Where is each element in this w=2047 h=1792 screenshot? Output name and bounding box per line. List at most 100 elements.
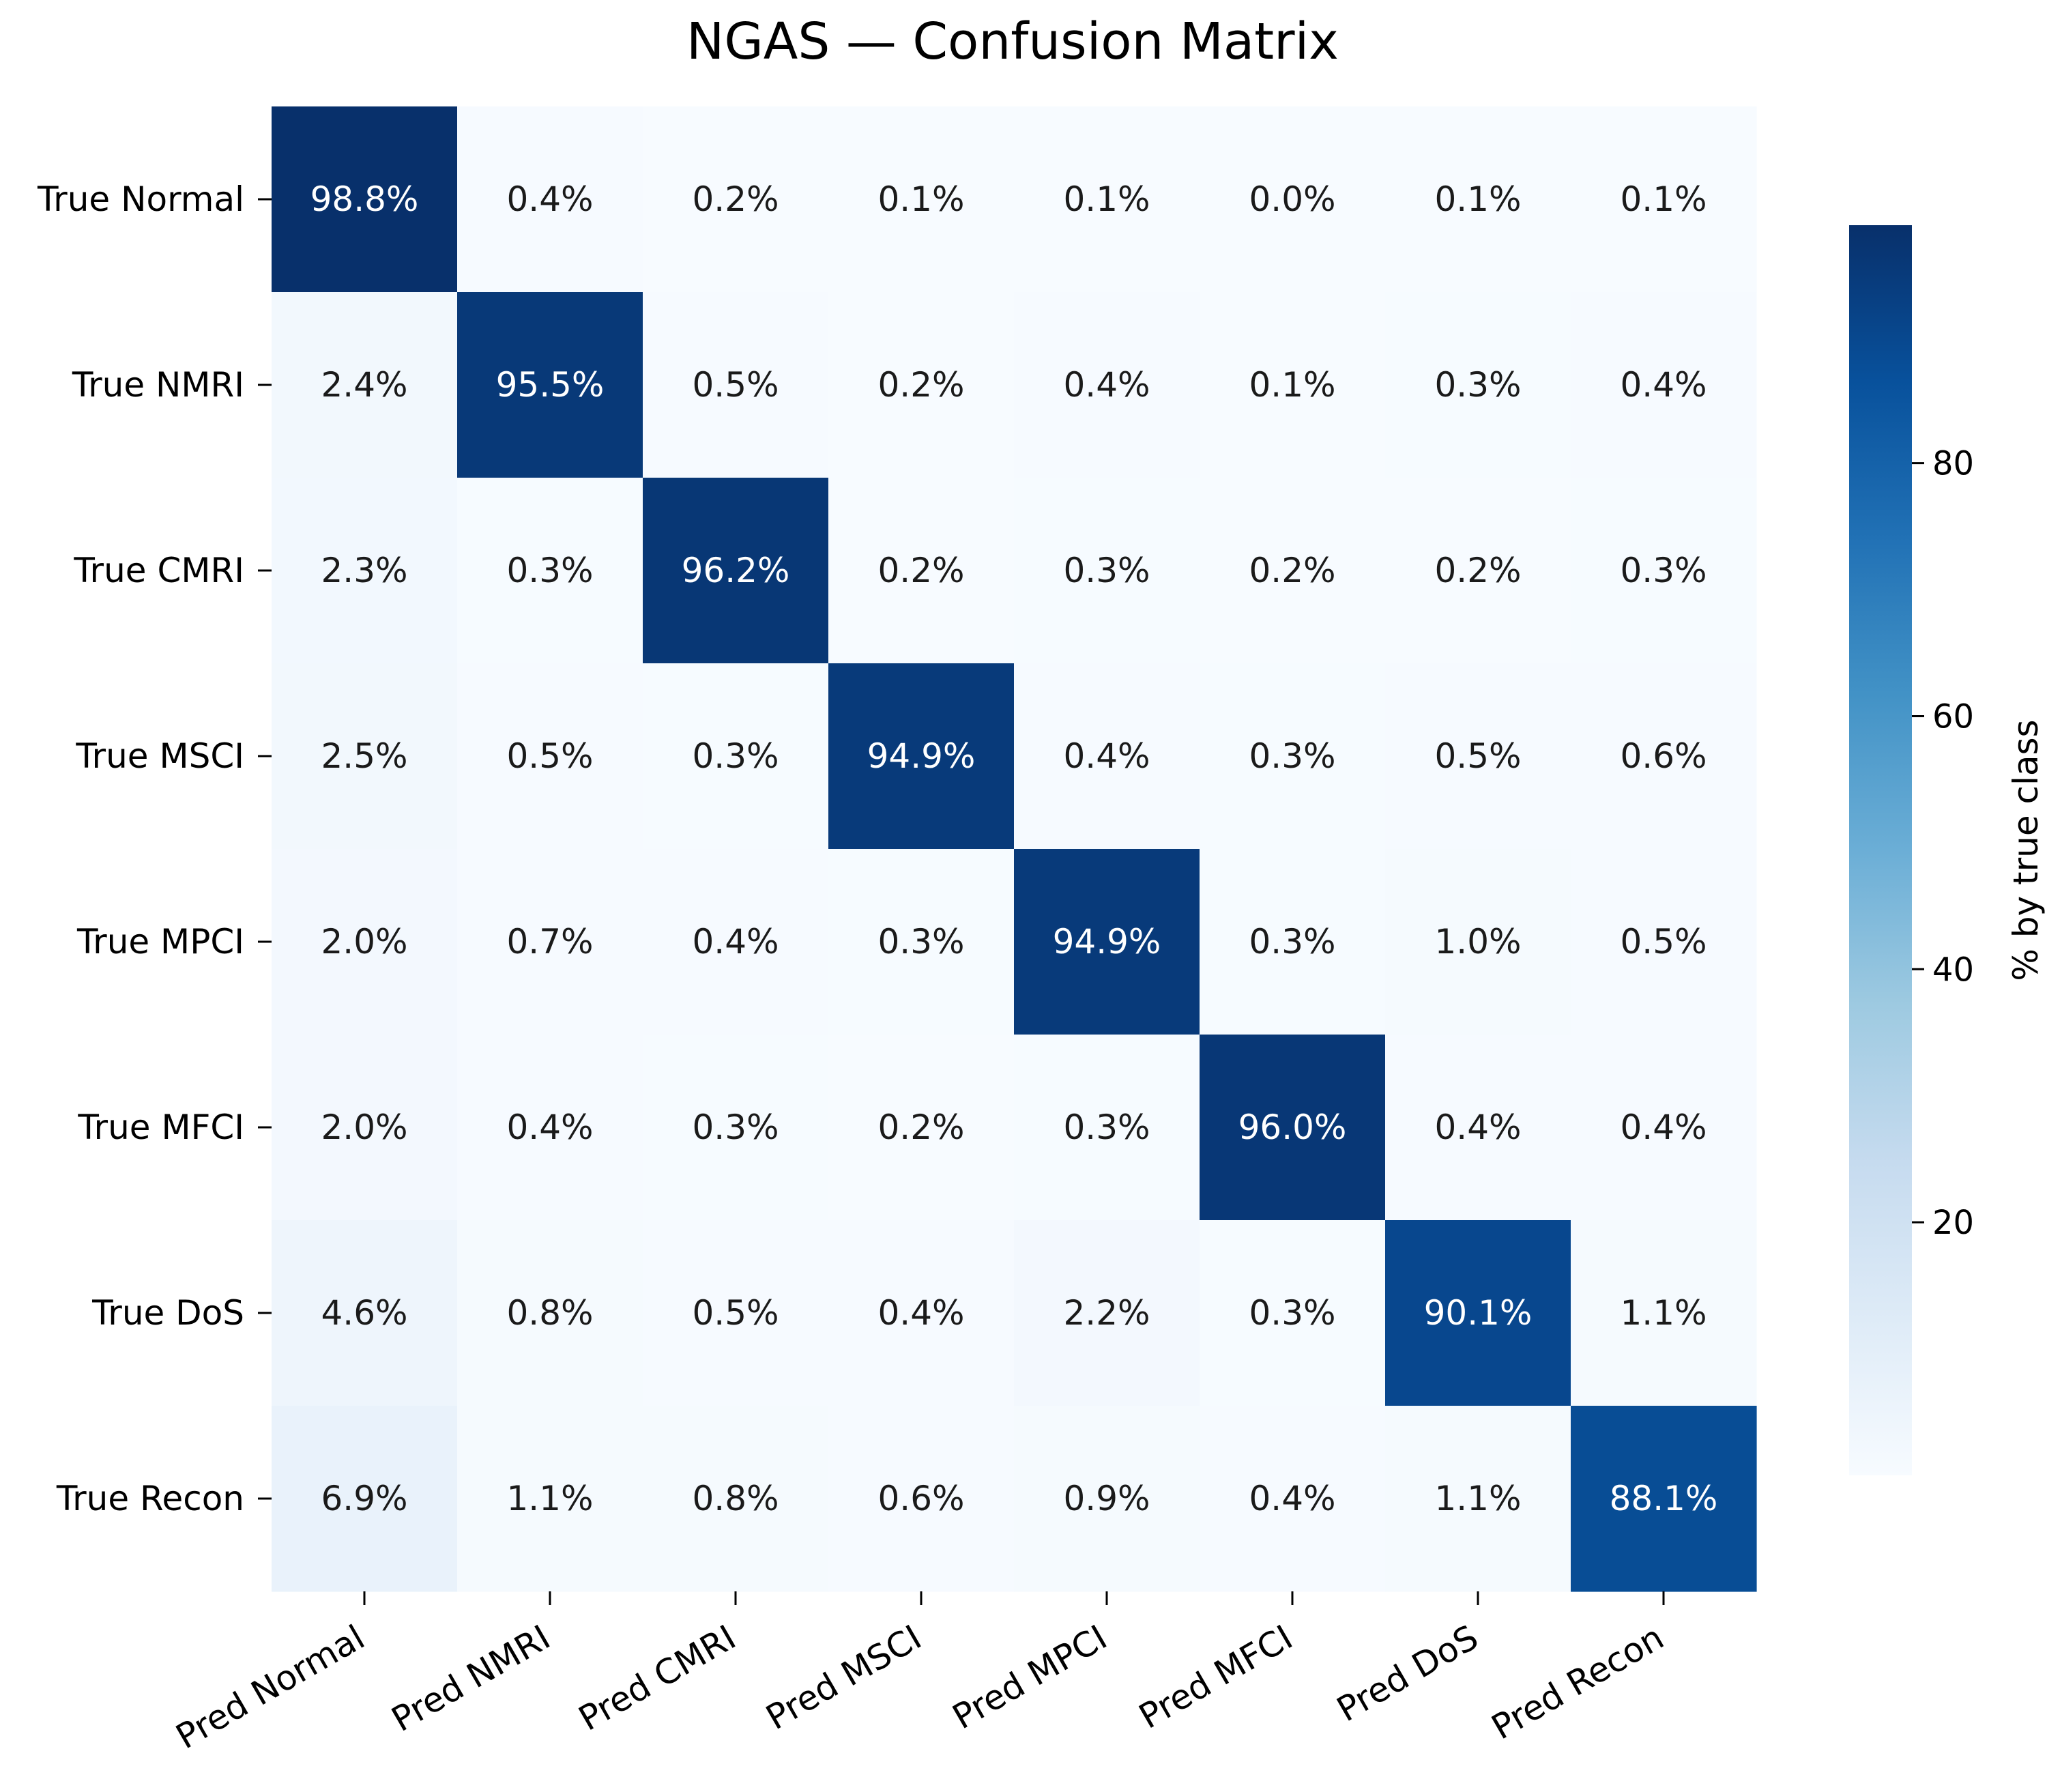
cell-value-label: 94.9% [867, 736, 976, 776]
cell-value-label: 0.2% [692, 179, 779, 219]
column-label-pred-recon: Pred Recon [1485, 1617, 1670, 1747]
cell-value-label: 2.0% [321, 922, 407, 962]
cell-value-label: 0.8% [692, 1479, 779, 1518]
cell-value-label: 6.9% [321, 1479, 407, 1518]
cell-value-label: 0.4% [506, 1108, 593, 1147]
heatmap-cell-true-nmri-pred-recon [1571, 292, 1757, 478]
cell-value-label: 0.9% [1063, 1479, 1150, 1518]
cell-value-label: 0.4% [506, 179, 593, 219]
cell-value-label: 0.0% [1249, 179, 1335, 219]
heatmap-cell-true-nmri-pred-dos [1385, 292, 1571, 478]
cell-value-label: 0.5% [1620, 922, 1707, 962]
colorbar-gradient [1849, 225, 1912, 1475]
heatmap-cell-true-dos-pred-mpci [1014, 1220, 1200, 1406]
heatmap-cell-true-dos-pred-nmri [457, 1220, 643, 1406]
colorbar: 20 40 60 80 % by true class [1849, 225, 2046, 1475]
cell-value-label: 90.1% [1424, 1293, 1533, 1333]
cell-value-label: 94.9% [1053, 922, 1161, 962]
heatmap-cell-true-cmri-pred-cmri [643, 478, 829, 664]
heatmap-cell-true-normal-pred-normal [272, 106, 458, 293]
cell-value-label: 2.0% [321, 1108, 407, 1147]
cell-value-label: 1.0% [1434, 922, 1521, 962]
heatmap-cell-true-mfci-pred-normal [272, 1035, 458, 1221]
cell-value-label: 2.4% [321, 365, 407, 405]
heatmap-cell-true-msci-pred-mfci [1200, 663, 1386, 850]
heatmap-cell-true-cmri-pred-mpci [1014, 478, 1200, 664]
heatmap-cell-true-mfci-pred-nmri [457, 1035, 643, 1221]
cell-value-label: 0.3% [1063, 551, 1150, 590]
cell-value-label: 2.2% [1063, 1293, 1150, 1333]
heatmap-cell-true-msci-pred-msci [828, 663, 1015, 850]
heatmap-cell-true-mpci-pred-dos [1385, 849, 1571, 1035]
row-tick-labels: True Normal True NMRI True CMRI True MSCI Tr… [37, 179, 272, 1518]
cell-value-label: 0.5% [692, 1293, 779, 1333]
chart-title: NGAS — Confusion Matrix [686, 12, 1339, 71]
cell-value-label: 0.4% [1434, 1108, 1521, 1147]
heatmap-cell-true-normal-pred-dos [1385, 106, 1571, 293]
heatmap-cell-true-cmri-pred-nmri [457, 478, 643, 664]
cell-value-label: 1.1% [1434, 1479, 1521, 1518]
heatmap-cell-true-nmri-pred-msci [828, 292, 1015, 478]
column-label-pred-dos: Pred DoS [1331, 1617, 1485, 1729]
row-label-true-msci: True MSCI [75, 736, 244, 776]
cell-value-label: 0.5% [1434, 736, 1521, 776]
cell-value-label: 0.4% [1620, 1108, 1707, 1147]
heatmap-cell-true-msci-pred-cmri [643, 663, 829, 850]
heatmap-cell-true-normal-pred-mpci [1014, 106, 1200, 293]
cell-value-label: 0.3% [1620, 551, 1707, 590]
cell-value-label: 0.2% [1249, 551, 1335, 590]
cell-value-label: 96.2% [682, 551, 790, 590]
cell-value-label: 0.3% [877, 922, 964, 962]
heatmap-cell-true-recon-pred-mfci [1200, 1406, 1386, 1592]
column-label-pred-mpci: Pred MPCI [946, 1617, 1114, 1737]
cell-value-label: 0.2% [877, 1108, 964, 1147]
cell-value-label: 0.4% [692, 922, 779, 962]
heatmap-cell-true-mpci-pred-nmri [457, 849, 643, 1035]
cell-value-label: 0.1% [877, 179, 964, 219]
heatmap-cell-true-normal-pred-cmri [643, 106, 829, 293]
row-label-true-cmri: True CMRI [73, 551, 244, 590]
row-label-true-mpci: True MPCI [76, 922, 244, 962]
heatmap-cell-true-recon-pred-recon [1571, 1406, 1757, 1592]
heatmap-cell-true-nmri-pred-mpci [1014, 292, 1200, 478]
heatmap-cell-true-mfci-pred-cmri [643, 1035, 829, 1221]
heatmap-cell-true-nmri-pred-nmri [457, 292, 643, 478]
heatmap-cell-true-cmri-pred-recon [1571, 478, 1757, 664]
heatmap-cell-true-mfci-pred-msci [828, 1035, 1015, 1221]
colorbar-tick-label: 80 [1932, 445, 1974, 483]
cell-value-label: 0.1% [1249, 365, 1335, 405]
cell-value-label: 0.6% [1620, 736, 1707, 776]
heatmap-cell-true-recon-pred-dos [1385, 1406, 1571, 1592]
heatmap-cell-true-msci-pred-nmri [457, 663, 643, 850]
heatmap-cell-true-dos-pred-normal [272, 1220, 458, 1406]
heatmap-cell-true-msci-pred-dos [1385, 663, 1571, 850]
heatmap-cell-true-dos-pred-cmri [643, 1220, 829, 1406]
cell-value-label: 0.3% [1249, 1293, 1335, 1333]
heatmap-cell-true-cmri-pred-normal [272, 478, 458, 664]
heatmap-cell-true-dos-pred-dos [1385, 1220, 1571, 1406]
heatmap-cell-true-nmri-pred-normal [272, 292, 458, 478]
row-label-true-mfci: True MFCI [77, 1108, 244, 1147]
heatmap-cell-true-normal-pred-msci [828, 106, 1015, 293]
heatmap-cell-true-recon-pred-nmri [457, 1406, 643, 1592]
heatmap-cell-true-mpci-pred-cmri [643, 849, 829, 1035]
heatmap-cell-true-mpci-pred-normal [272, 849, 458, 1035]
cell-value-label: 1.1% [1620, 1293, 1707, 1333]
colorbar-ticks: 20 40 60 80 [1912, 445, 1974, 1242]
heatmap-cell-true-cmri-pred-msci [828, 478, 1015, 664]
row-label-true-normal: True Normal [37, 179, 244, 219]
cell-value-label: 4.6% [321, 1293, 407, 1333]
cell-value-label: 0.4% [1249, 1479, 1335, 1518]
cell-value-label: 0.2% [877, 551, 964, 590]
cell-value-label: 0.1% [1434, 179, 1521, 219]
heatmap-cell-true-mfci-pred-recon [1571, 1035, 1757, 1221]
column-label-pred-cmri: Pred CMRI [572, 1617, 742, 1739]
colorbar-tick-label: 60 [1932, 697, 1974, 736]
heatmap-cell-true-mpci-pred-msci [828, 849, 1015, 1035]
cell-value-label: 0.3% [1434, 365, 1521, 405]
cell-value-label: 0.3% [1063, 1108, 1150, 1147]
heatmap-cell-true-msci-pred-recon [1571, 663, 1757, 850]
heatmap-cell-true-normal-pred-nmri [457, 106, 643, 293]
cell-value-label: 0.6% [877, 1479, 964, 1518]
colorbar-tick-label: 40 [1932, 951, 1974, 989]
